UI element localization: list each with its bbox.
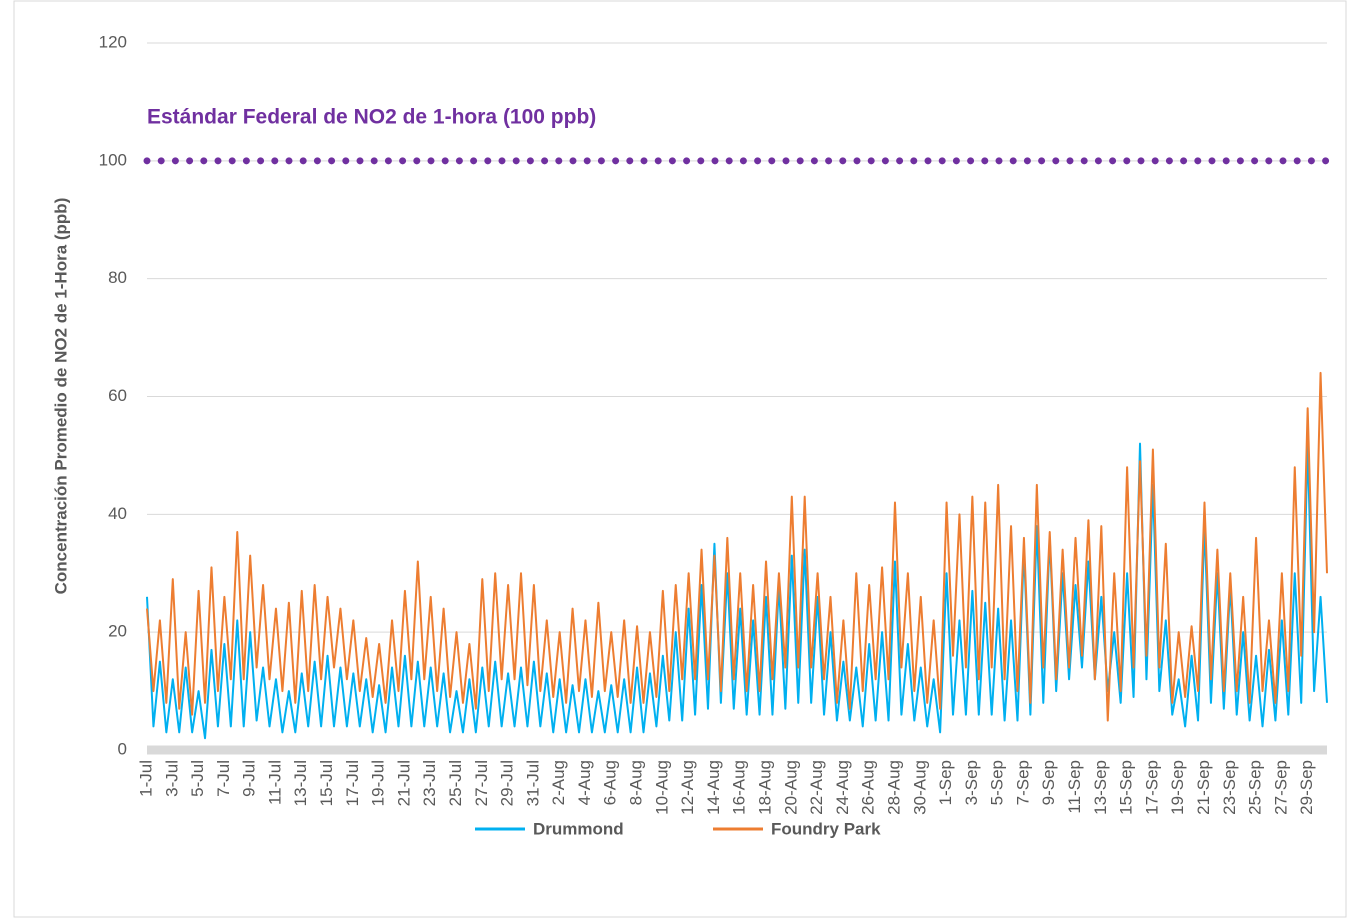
x-tick-label: 9-Sep (1039, 760, 1058, 805)
y-tick-label: 100 (99, 150, 127, 169)
x-tick-label: 7-Jul (214, 760, 233, 797)
x-tick-label: 4-Aug (575, 760, 594, 805)
y-tick-label: 20 (108, 622, 127, 641)
x-tick-label: 25-Sep (1246, 760, 1265, 815)
x-tick-label: 24-Aug (833, 760, 852, 815)
y-axis-label: Concentración Promedio de NO2 de 1-Hora … (51, 198, 70, 595)
x-tick-label: 26-Aug (859, 760, 878, 815)
x-tick-label: 25-Jul (446, 760, 465, 806)
x-tick-label: 19-Sep (1168, 760, 1187, 815)
x-tick-label: 11-Sep (1065, 760, 1084, 814)
x-tick-label: 31-Jul (523, 760, 542, 806)
x-tick-label: 18-Aug (756, 760, 775, 815)
x-tick-label: 1-Jul (136, 760, 155, 797)
y-tick-label: 80 (108, 268, 127, 287)
x-tick-label: 23-Sep (1220, 760, 1239, 815)
x-tick-label: 27-Sep (1271, 760, 1290, 815)
y-tick-label: 0 (118, 739, 127, 758)
legend-label: Drummond (533, 819, 624, 838)
x-tick-label: 8-Aug (627, 760, 646, 805)
x-tick-label: 3-Jul (162, 760, 181, 797)
y-tick-label: 120 (99, 32, 127, 51)
x-tick-label: 27-Jul (472, 760, 491, 806)
x-tick-label: 29-Jul (498, 760, 517, 806)
x-tick-label: 30-Aug (910, 760, 929, 815)
x-tick-label: 23-Jul (420, 760, 439, 806)
x-tick-label: 13-Sep (1091, 760, 1110, 815)
x-tick-label: 17-Jul (343, 760, 362, 806)
y-tick-label: 40 (108, 504, 127, 523)
x-tick-label: 1-Sep (936, 760, 955, 805)
x-tick-label: 9-Jul (240, 760, 259, 797)
x-tick-label: 11-Jul (265, 760, 284, 805)
x-tick-label: 19-Jul (369, 760, 388, 806)
reference-label: Estándar Federal de NO2 de 1-hora (100 p… (147, 106, 596, 129)
x-tick-label: 13-Jul (291, 760, 310, 806)
x-tick-label: 15-Sep (1117, 760, 1136, 815)
series-line (146, 371, 1328, 722)
chart-frame (13, 0, 1347, 918)
x-tick-label: 12-Aug (678, 760, 697, 815)
x-tick-label: 10-Aug (652, 760, 671, 815)
series-line (146, 442, 1328, 740)
x-tick-label: 14-Aug (704, 760, 723, 815)
x-tick-label: 5-Jul (188, 760, 207, 797)
x-tick-label: 7-Sep (1013, 760, 1032, 805)
x-tick-label: 29-Sep (1297, 760, 1316, 815)
legend-label: Foundry Park (771, 819, 881, 838)
x-tick-label: 21-Sep (1194, 760, 1213, 815)
x-tick-label: 21-Jul (394, 760, 413, 806)
x-tick-label: 17-Sep (1142, 760, 1161, 815)
x-tick-label: 16-Aug (730, 760, 749, 815)
x-tick-label: 22-Aug (807, 760, 826, 815)
x-tick-label: 5-Sep (988, 760, 1007, 805)
x-tick-label: 2-Aug (549, 760, 568, 805)
x-tick-label: 15-Jul (317, 760, 336, 806)
x-tick-label: 6-Aug (601, 760, 620, 805)
x-tick-label: 20-Aug (781, 760, 800, 815)
y-tick-label: 60 (108, 386, 127, 405)
x-tick-label: 3-Sep (962, 760, 981, 805)
x-tick-label: 28-Aug (884, 760, 903, 815)
